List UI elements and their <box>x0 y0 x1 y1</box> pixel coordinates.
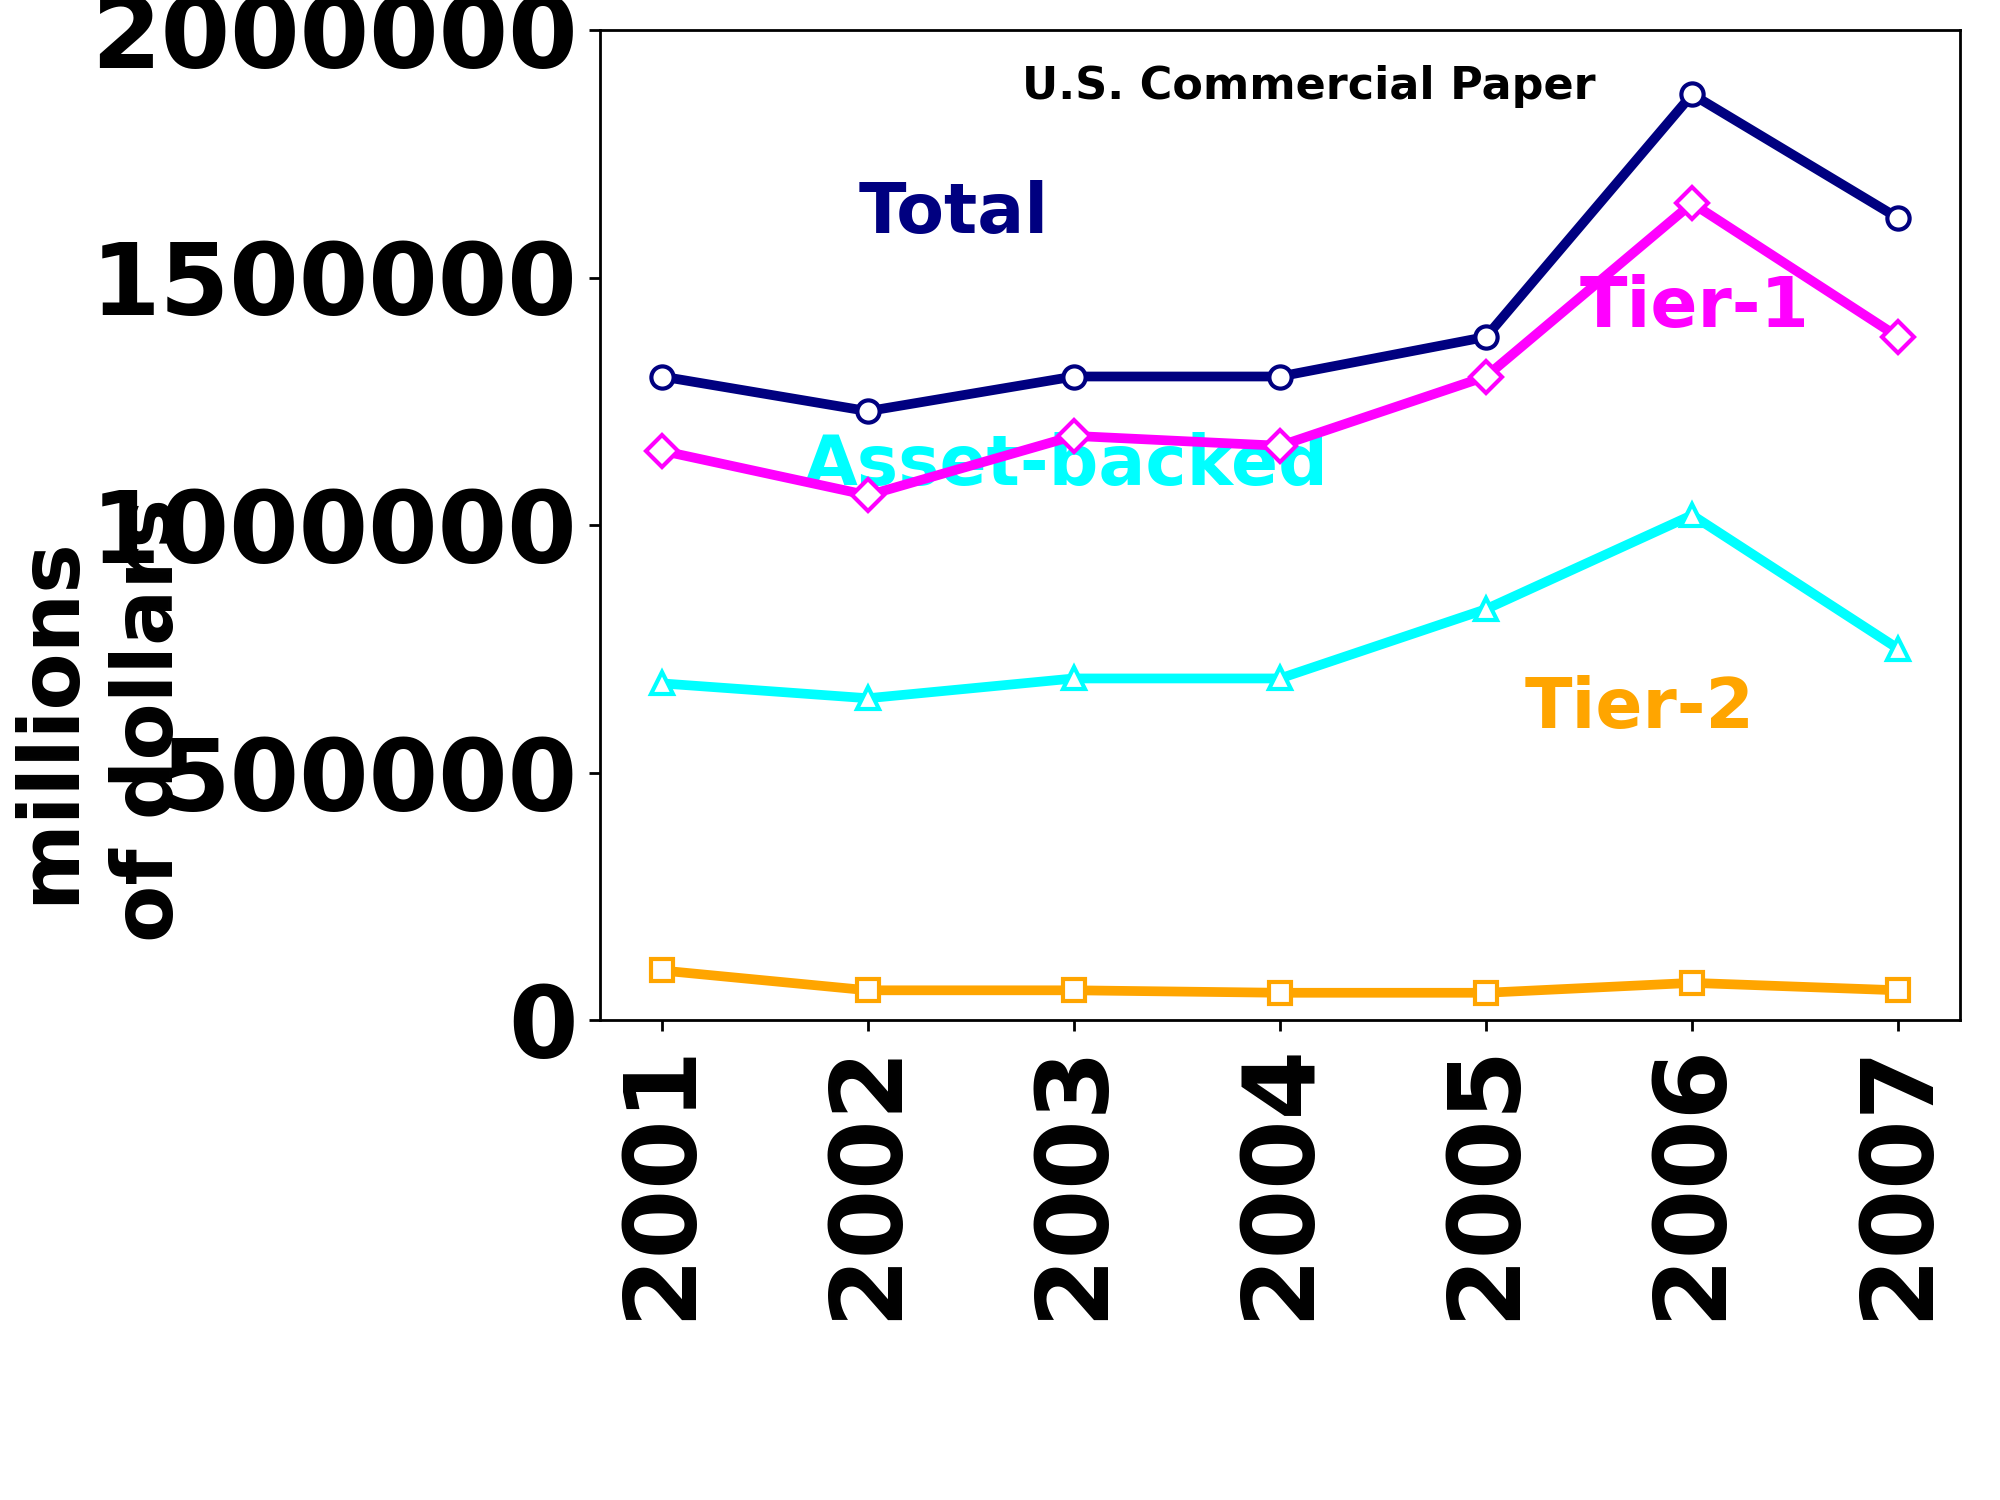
Text: millions: millions <box>10 536 90 904</box>
Text: of dollars: of dollars <box>110 498 190 942</box>
Text: Total: Total <box>858 180 1048 248</box>
Text: Tier-1: Tier-1 <box>1580 274 1808 340</box>
Text: U.S. Commercial Paper: U.S. Commercial Paper <box>1022 64 1596 108</box>
Text: Tier-2: Tier-2 <box>1524 675 1754 742</box>
Text: Asset-backed: Asset-backed <box>804 432 1328 500</box>
